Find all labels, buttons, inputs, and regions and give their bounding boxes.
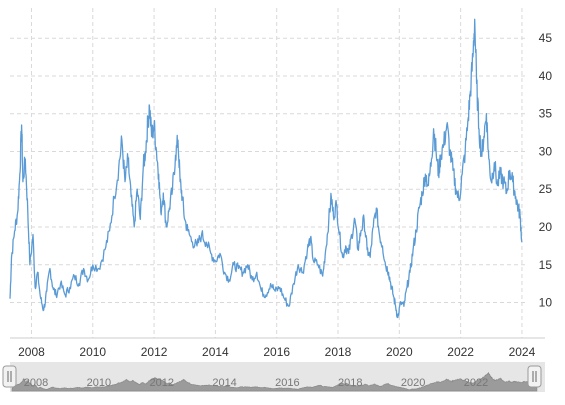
navigator-handle-right[interactable] [527,365,542,388]
navigator-handle-left[interactable] [2,365,17,388]
series-line [9,18,523,319]
navigator-tick-label: 2022 [464,377,488,389]
y-tick-label: 40 [539,69,553,83]
navigator-tick-label: 2018 [338,377,362,389]
x-tick-label: 2012 [141,345,168,359]
chart-grid [10,8,545,339]
x-tick-label: 2014 [202,345,229,359]
y-axis-labels: 10 15 20 25 30 35 40 45 [539,31,553,309]
navigator-tick-label: 2010 [87,377,111,389]
range-navigator[interactable]: 2008 2010 2012 2014 2016 2018 2020 2022 [2,362,545,392]
y-tick-label: 15 [539,258,553,272]
navigator-tick-label: 2016 [275,377,299,389]
x-tick-label: 2022 [447,345,474,359]
x-tick-label: 2008 [18,345,45,359]
navigator-tick-label: 2020 [401,377,425,389]
y-tick-label: 35 [539,107,553,121]
x-axis-labels: 2008 2010 2012 2014 2016 2018 2020 2022 2024 [18,345,535,359]
y-tick-label: 45 [539,31,553,45]
x-tick-label: 2016 [263,345,290,359]
y-tick-label: 25 [539,182,553,196]
y-tick-label: 10 [539,296,553,310]
navigator-tick-label: 2014 [212,377,236,389]
navigator-labels: 2008 2010 2012 2014 2016 2018 2020 2022 [24,377,488,389]
navigator-tick-label: 2012 [149,377,173,389]
navigator-area [11,371,538,392]
x-tick-label: 2018 [325,345,352,359]
y-tick-label: 20 [539,220,553,234]
x-tick-label: 2010 [79,345,106,359]
y-tick-label: 30 [539,144,553,158]
x-tick-label: 2020 [386,345,413,359]
navigator-tick-label: 2008 [24,377,48,389]
x-tick-label: 2024 [509,345,536,359]
